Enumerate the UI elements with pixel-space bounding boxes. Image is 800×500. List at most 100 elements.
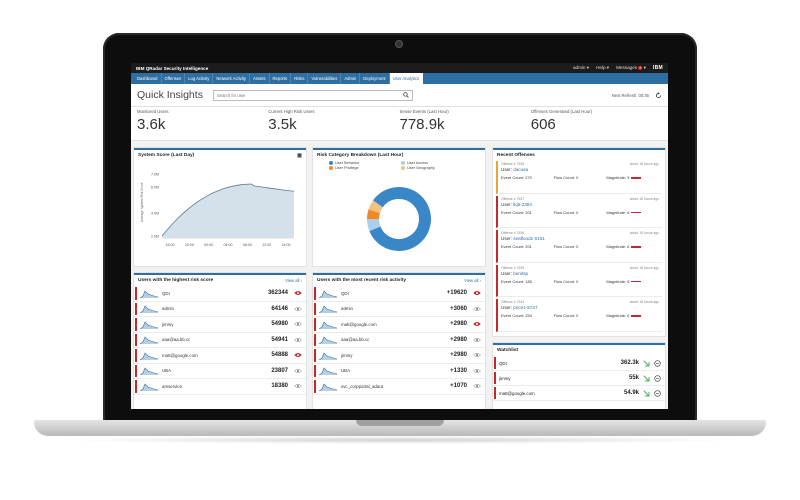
user-name[interactable]: QDI	[162, 290, 170, 296]
watch-eye-icon[interactable]	[473, 337, 481, 343]
offense-item[interactable]: Offense # 7635 about 18 hours ago User: be…	[496, 264, 662, 297]
view-all-link[interactable]: View all ›	[464, 278, 481, 283]
watchlist-row[interactable]: matt@google.com 54.9k	[493, 386, 665, 401]
row-accent-bar	[314, 318, 316, 331]
offense-user-label: User:	[501, 305, 512, 310]
search-icon[interactable]	[403, 92, 409, 98]
search-input[interactable]	[216, 92, 403, 98]
user-name[interactable]: UBA	[162, 368, 172, 374]
user-row[interactable]: aaa@aa.bb.cc 54941	[134, 333, 306, 348]
user-row[interactable]: UBA 23807	[134, 364, 306, 379]
user-row[interactable]: aaa@aa.bb.cc +2980	[313, 333, 485, 348]
user-name[interactable]: svc_corpportal_adaut	[341, 383, 383, 389]
user-row[interactable]: QDI +19620	[313, 286, 485, 302]
admin-menu[interactable]: admin ▾	[572, 65, 590, 70]
watchlist-row[interactable]: jimmy 55k	[493, 371, 665, 386]
help-menu[interactable]: Help ▾	[596, 65, 610, 70]
watch-eye-icon[interactable]	[473, 352, 481, 358]
magnitude-label: Magnitude: 6	[606, 244, 630, 249]
watchlist-user[interactable]: jimmy	[499, 375, 511, 381]
tab-reports[interactable]: Reports	[270, 73, 292, 84]
donut-slice[interactable]	[369, 187, 431, 251]
user-row[interactable]: jimmy +2980	[313, 348, 485, 364]
user-name[interactable]: QDI	[341, 290, 349, 296]
offense-user-link[interactable]: seaflood1-0151	[513, 236, 545, 241]
offense-user-link[interactable]: lkj5-2394	[513, 201, 532, 207]
user-name[interactable]: amservice	[162, 383, 183, 389]
title-bar: IBM QRadar Security Intelligence admin ▾…	[131, 63, 668, 73]
watch-eye-icon[interactable]	[473, 306, 481, 312]
offense-id: Offense # 7638	[501, 162, 525, 166]
watchlist-user[interactable]: QDI	[499, 360, 507, 366]
tab-assets[interactable]: Assets	[250, 73, 270, 84]
user-name[interactable]: UBA	[341, 368, 351, 374]
view-all-link[interactable]: View all ›	[285, 278, 302, 283]
watchlist-panel: Watchlist QDI 362.3k jimmy 55k matt@google.c…	[493, 343, 665, 409]
watch-eye-icon[interactable]	[294, 352, 302, 358]
tab-log-activity[interactable]: Log Activity	[185, 73, 214, 84]
next-refresh-label: Next Refresh: 00:45	[611, 92, 649, 98]
watch-eye-icon[interactable]	[473, 368, 481, 374]
remove-circle-icon[interactable]	[654, 374, 661, 382]
tab-risks[interactable]: Risks	[291, 73, 309, 84]
user-row[interactable]: jimmy 54980	[134, 317, 306, 333]
user-name[interactable]: matt@google.com	[162, 352, 198, 358]
user-name[interactable]: jimmy	[341, 352, 353, 358]
messages-label: Messages	[616, 65, 638, 70]
tab-admin[interactable]: Admin	[341, 73, 361, 84]
watch-eye-icon[interactable]	[473, 290, 481, 296]
tab-network-activity[interactable]: Network Activity	[213, 73, 250, 84]
offense-user-link[interactable]: dacusa	[513, 167, 529, 172]
refresh-icon[interactable]	[655, 91, 662, 99]
offense-user-link[interactable]: benitsp	[513, 270, 529, 276]
watch-eye-icon[interactable]	[294, 383, 302, 389]
metric-card: Offenses Generated (Last Hour) 606	[531, 109, 662, 138]
tab-user-analytics[interactable]: User Analytics	[389, 73, 424, 84]
watch-eye-icon[interactable]	[473, 321, 481, 327]
messages-menu[interactable]: Messages 9 ▾	[616, 65, 646, 70]
x-tick-label: 00:00	[204, 243, 213, 247]
tab-dashboard[interactable]: Dashboard	[134, 73, 162, 84]
offense-header: Offense # 7637 about 18 hours ago	[501, 197, 659, 201]
user-row[interactable]: matt@google.com 54888	[134, 348, 306, 364]
user-name[interactable]: jimmy	[162, 321, 174, 327]
offense-time: about 18 hours ago	[629, 265, 659, 270]
watch-eye-icon[interactable]	[294, 321, 302, 327]
user-row[interactable]: amservice 18380	[134, 379, 306, 395]
tab-vulnerabilities[interactable]: Vulnerabilities	[308, 73, 342, 84]
recent-offenses-title: Recent Offenses	[497, 153, 535, 158]
offense-user-link[interactable]: price1-5747	[513, 305, 538, 310]
watch-eye-icon[interactable]	[473, 383, 481, 389]
watch-eye-icon[interactable]	[294, 337, 302, 343]
offense-item[interactable]: Offense # 7636 about 18 hours ago User: se…	[496, 230, 662, 263]
user-name[interactable]: aaa@aa.bb.cc	[341, 337, 370, 343]
offense-item[interactable]: Offense # 7634 about 18 hours ago User: pr…	[496, 299, 662, 332]
user-row[interactable]: svc_corpportal_adaut +1070	[313, 379, 485, 395]
user-row[interactable]: QDI 362344	[134, 286, 306, 302]
donut-slice[interactable]	[368, 200, 383, 214]
donut-slice[interactable]	[367, 218, 381, 232]
donut-slice[interactable]	[367, 209, 380, 220]
watch-eye-icon[interactable]	[294, 290, 302, 296]
user-row[interactable]: matt@google.com +2980	[313, 317, 485, 333]
user-name[interactable]: matt@google.com	[341, 321, 377, 327]
user-name[interactable]: aaa@aa.bb.cc	[162, 337, 191, 343]
tab-offenses[interactable]: Offenses	[162, 73, 186, 84]
remove-circle-icon[interactable]	[654, 389, 661, 397]
user-row[interactable]: UBA +1330	[313, 364, 485, 379]
watchlist-row[interactable]: QDI 362.3k	[493, 356, 665, 371]
view-all-label: View all	[464, 278, 479, 283]
watchlist-user[interactable]: matt@google.com	[499, 390, 535, 396]
remove-circle-icon[interactable]	[654, 359, 661, 367]
watch-eye-icon[interactable]	[294, 306, 302, 312]
user-name[interactable]: admin	[341, 306, 353, 312]
watch-eye-icon[interactable]	[294, 368, 302, 374]
offense-item[interactable]: Offense # 7638 about 18 hours ago User: da…	[496, 161, 662, 194]
user-row[interactable]: admin +3060	[313, 302, 485, 317]
user-name[interactable]: admin	[162, 306, 174, 312]
tab-deployment[interactable]: Deployment	[360, 73, 390, 84]
calendar-icon[interactable]	[297, 153, 302, 158]
offense-item[interactable]: Offense # 7637 about 18 hours ago User: lk…	[496, 195, 662, 228]
user-row[interactable]: admin 64146	[134, 302, 306, 317]
y-tick-label: 4.0M	[151, 211, 159, 215]
